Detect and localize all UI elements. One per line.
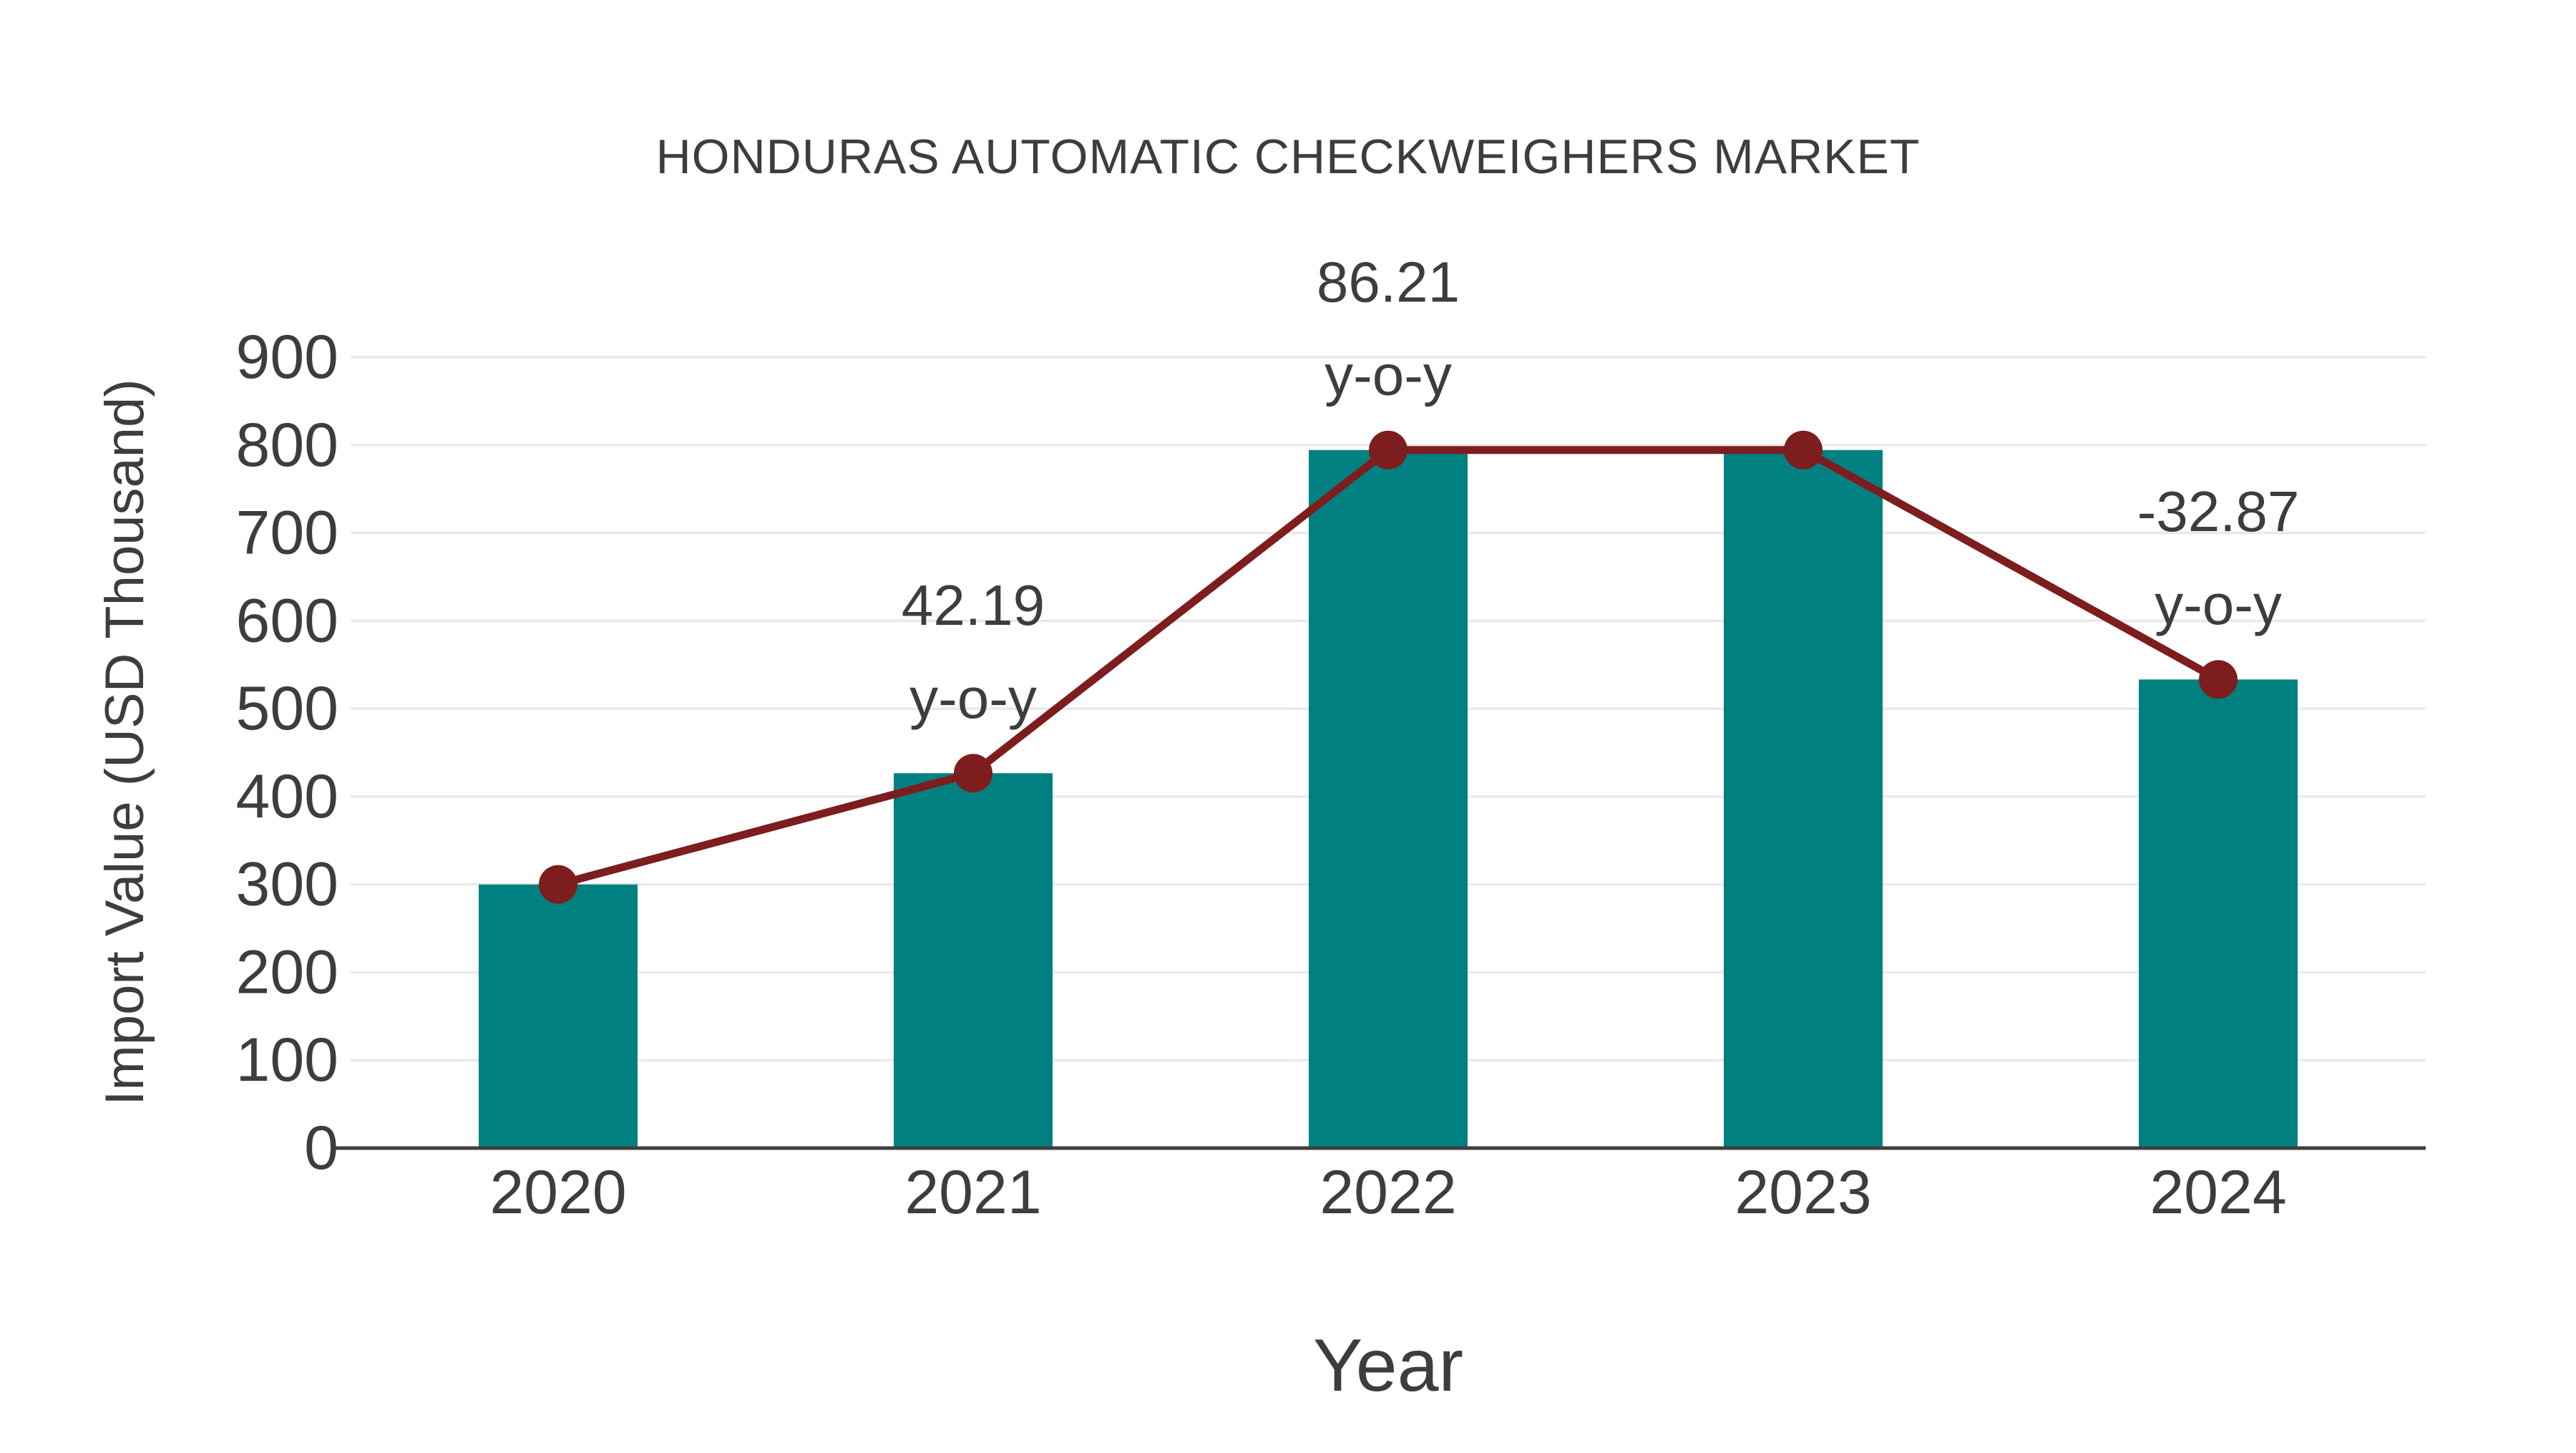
- trend-marker-2020: [539, 865, 577, 904]
- x-tick-2023: 2023: [1735, 1158, 1871, 1227]
- y-tick-700: 700: [236, 499, 339, 568]
- y-tick-900: 900: [236, 323, 339, 392]
- annotation-suffix-2021: y-o-y: [909, 666, 1037, 730]
- y-tick-500: 500: [236, 674, 339, 743]
- y-tick-labels: 0 100 200 300 400 500 600 700 800 900: [236, 323, 339, 1182]
- x-tick-2024: 2024: [2150, 1158, 2286, 1227]
- annotation-suffix-2024: y-o-y: [2155, 573, 2282, 636]
- trend-marker-2024: [2199, 660, 2238, 699]
- x-axis-label: Year: [1313, 1324, 1463, 1407]
- x-tick-2020: 2020: [489, 1158, 626, 1227]
- annotation-suffix-2022: y-o-y: [1324, 343, 1452, 407]
- x-tick-2021: 2021: [904, 1158, 1041, 1227]
- trend-marker-2021: [954, 754, 992, 793]
- bar-2023: [1724, 449, 1883, 1147]
- annotation-value-2024: -32.87: [2137, 480, 2300, 543]
- y-tick-100: 100: [236, 1026, 339, 1094]
- x-tick-labels: 2020 2021 2022 2023 2024: [489, 1158, 2286, 1227]
- bar-2020: [479, 884, 638, 1147]
- y-tick-200: 200: [236, 938, 339, 1006]
- bar-2021: [894, 773, 1053, 1147]
- y-tick-600: 600: [236, 586, 339, 655]
- y-tick-300: 300: [236, 850, 339, 919]
- bar-2022: [1309, 449, 1468, 1147]
- y-tick-400: 400: [236, 762, 339, 831]
- y-tick-800: 800: [236, 411, 339, 480]
- annotations: 42.19 y-o-y 86.21 y-o-y -32.87 y-o-y: [902, 250, 2300, 730]
- y-axis-label: Import Value (USD Thousand): [94, 379, 155, 1105]
- trend-marker-2023: [1784, 430, 1823, 470]
- annotation-value-2022: 86.21: [1317, 250, 1460, 314]
- trend-markers: [539, 430, 2238, 904]
- bars: [479, 449, 2298, 1147]
- y-tick-0: 0: [304, 1114, 338, 1182]
- annotation-value-2021: 42.19: [902, 573, 1045, 637]
- chart-title: HONDURAS AUTOMATIC CHECKWEIGHERS MARKET: [656, 130, 1921, 184]
- bar-2024: [2139, 679, 2298, 1147]
- trend-marker-2022: [1369, 430, 1407, 470]
- x-tick-2022: 2022: [1319, 1158, 1456, 1227]
